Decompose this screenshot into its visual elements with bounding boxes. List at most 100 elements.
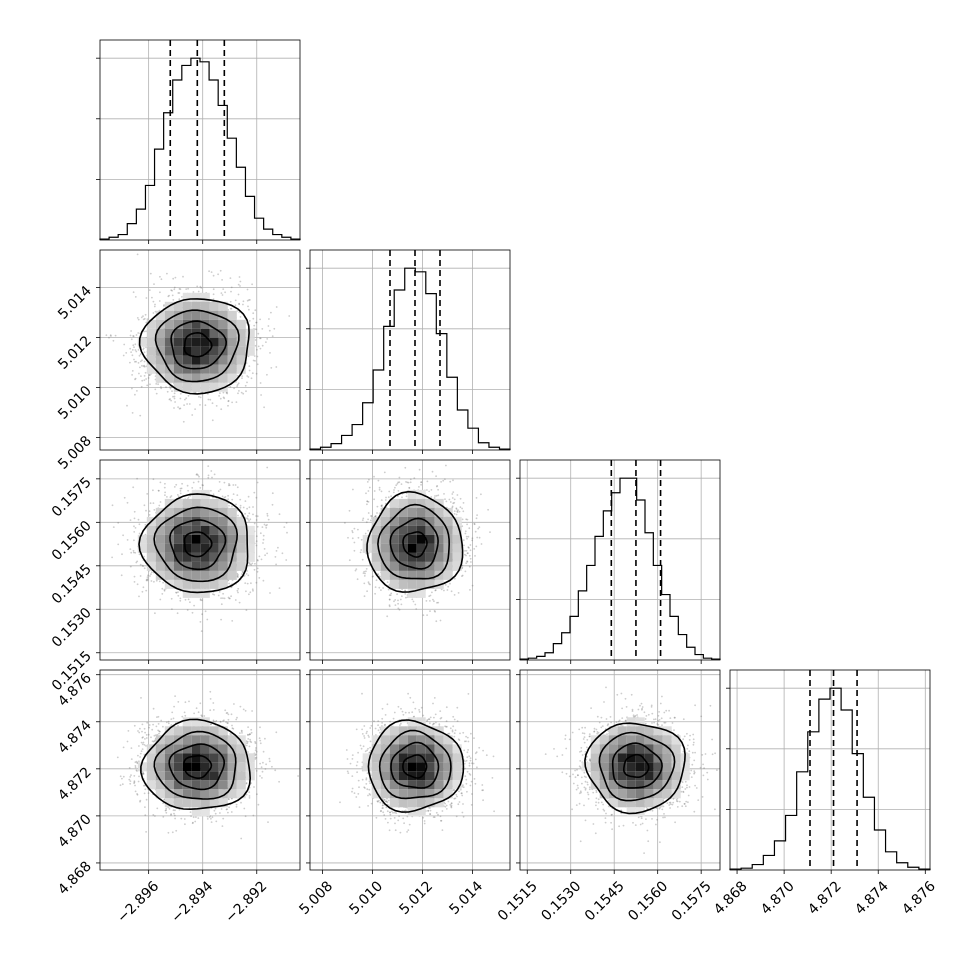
sample-point [179, 599, 182, 602]
sample-point [111, 504, 114, 507]
sample-point [217, 273, 220, 276]
sample-point [152, 478, 155, 481]
sample-point [359, 551, 362, 554]
density-cell [443, 507, 453, 517]
sample-point [139, 563, 142, 566]
density-cell [191, 319, 201, 329]
sample-point [120, 574, 123, 577]
sample-point [172, 299, 175, 301]
sample-point [461, 518, 464, 521]
sample-point [132, 486, 135, 489]
density-cell [236, 552, 246, 562]
sample-point [397, 599, 399, 602]
sample-point [461, 507, 463, 510]
sample-point [361, 519, 364, 521]
sample-point [456, 720, 459, 722]
sample-point [271, 765, 273, 768]
sample-point [477, 527, 480, 530]
density-cell [191, 534, 201, 544]
sample-point [181, 296, 183, 298]
sample-point [143, 360, 146, 363]
sample-point [428, 490, 430, 493]
sample-point [212, 720, 215, 723]
sample-point [457, 592, 460, 594]
density-cell [191, 337, 201, 347]
sample-point [186, 403, 189, 405]
sample-point [366, 590, 368, 593]
sample-point [268, 329, 271, 332]
density-cell [173, 543, 183, 553]
sample-point [365, 732, 368, 735]
sample-point [198, 475, 200, 478]
sample-point [140, 316, 143, 319]
density-cell [209, 498, 219, 508]
sample-point [450, 590, 453, 593]
density-cell [380, 516, 390, 526]
sample-point [185, 288, 188, 290]
sample-point [275, 563, 277, 566]
sample-point [143, 375, 146, 377]
sample-point [254, 753, 257, 756]
sample-point [179, 597, 182, 600]
sample-point [214, 807, 217, 810]
sample-point [228, 483, 230, 485]
sample-point [235, 803, 238, 806]
sample-point [178, 298, 181, 301]
sample-point [429, 600, 431, 602]
sample-point [244, 500, 247, 502]
sample-point [253, 491, 256, 494]
sample-point [192, 481, 195, 484]
sample-point [464, 530, 467, 533]
sample-point [135, 334, 138, 336]
sample-point [447, 585, 450, 588]
sample-point [171, 289, 174, 292]
sample-point [147, 377, 150, 379]
sample-point [270, 311, 272, 314]
sample-point [161, 593, 164, 595]
sample-point [363, 582, 366, 585]
density-cell [155, 364, 165, 374]
sample-point [134, 349, 137, 351]
density-cell [155, 762, 165, 772]
sample-point [157, 715, 160, 718]
sample-point [231, 724, 233, 727]
sample-point [234, 484, 237, 486]
density-cell [209, 364, 219, 374]
sample-point [492, 755, 495, 758]
sample-point [133, 531, 136, 533]
sample-point [351, 787, 354, 790]
sample-point [388, 598, 391, 601]
sample-point [142, 586, 145, 589]
sample-point [231, 620, 234, 622]
sample-point [148, 726, 151, 729]
sample-point [142, 347, 145, 350]
contour-line [154, 309, 240, 383]
density-cell [200, 373, 210, 383]
sample-point [347, 536, 349, 539]
sample-point [187, 394, 190, 397]
density-cell [173, 355, 183, 365]
sample-point [166, 272, 168, 275]
density-cell [155, 355, 165, 365]
sample-point [209, 709, 212, 712]
density-cell [173, 310, 183, 320]
sample-point [398, 815, 400, 818]
density-cell [425, 561, 435, 571]
sample-point [254, 562, 256, 565]
sample-point [248, 512, 251, 515]
sample-point [353, 527, 356, 530]
sample-point [134, 761, 137, 764]
sample-point [167, 720, 170, 723]
density-cell [164, 328, 174, 338]
sample-point [219, 721, 222, 723]
sample-point [144, 788, 147, 791]
sample-point [154, 388, 157, 391]
sample-point [212, 274, 215, 277]
sample-point [239, 285, 241, 287]
sample-point [238, 303, 241, 306]
sample-point [348, 509, 351, 512]
sample-point [129, 776, 132, 778]
sample-point [139, 752, 142, 755]
sample-point [105, 334, 108, 337]
density-cell [200, 570, 210, 580]
